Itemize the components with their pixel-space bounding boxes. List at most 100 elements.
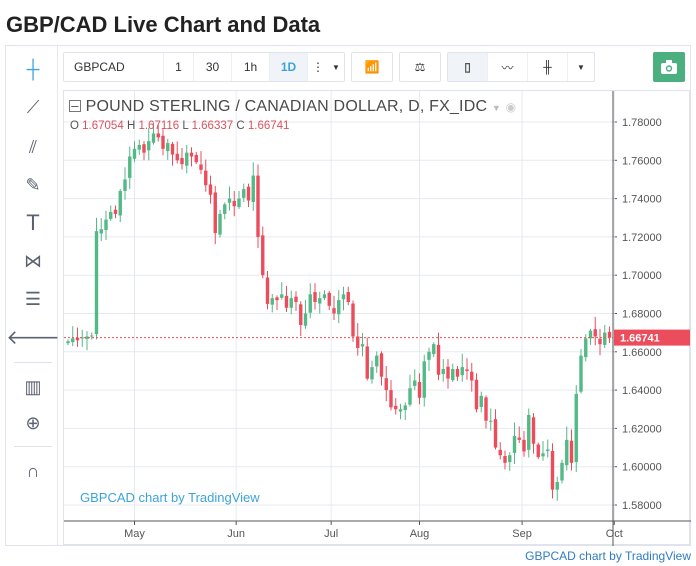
indicators-icon[interactable]: ▥ [24,376,42,397]
low-value: 1.66337 [191,120,234,132]
screenshot-button[interactable] [653,52,685,82]
trend-line-icon[interactable]: ⟋ [26,96,40,117]
settings-icon[interactable]: ◉ [505,100,517,114]
candle-body [360,344,365,347]
x-tick-label: Oct [606,528,623,540]
candle-body [498,449,502,456]
candle-body [337,300,341,315]
watermark-link[interactable]: GBPCAD chart by TradingView [80,490,260,505]
close-label: C [236,120,245,132]
candle-body [489,420,493,422]
x-tick-label: Jun [227,528,245,540]
candle-body [465,369,469,371]
candle-body [422,361,426,398]
candle-body [104,219,108,231]
candle-body [270,298,274,305]
candle-body [417,382,422,398]
interval-menu-button[interactable]: ⋮ ▼ [308,53,344,81]
area-chart-icon: 〰 [501,60,514,75]
candle-body [398,409,403,412]
candle-body [251,175,255,203]
pattern-icon[interactable]: ⋈ [24,250,42,271]
candle-body [185,152,189,166]
y-tick-label: 1.58000 [622,500,662,512]
candle-body [517,437,521,440]
candle-body [346,292,350,303]
candle-body [289,298,293,308]
candle-body [118,190,122,216]
divider [14,362,52,363]
bars-button[interactable]: ╫ [528,53,568,81]
magnet-icon[interactable]: ∩ [26,460,40,481]
candle-body [299,304,303,325]
candle-body [94,231,99,334]
candle-body [199,164,203,170]
compare-button[interactable]: ⚖ [400,53,440,81]
candle-body [71,338,75,343]
candle-body [593,329,597,337]
candle-body [365,346,369,379]
interval-1d[interactable]: 1D [270,53,308,81]
candle-body [541,453,545,457]
candle-body [318,298,322,304]
high-label: H [126,120,136,132]
candle-body [156,133,160,138]
candle-body [75,337,80,341]
x-tick-label: Aug [410,528,430,540]
candle-body [394,405,398,410]
candle-body [432,344,436,355]
candle-body [308,294,312,313]
candle-body [265,277,270,304]
candle-body [113,209,118,214]
fib-icon[interactable]: ☰ [24,288,42,309]
candle-body [607,331,612,338]
candle-body [332,308,336,314]
interval-1h[interactable]: 1h [232,53,270,81]
x-tick-label: Jul [324,528,338,540]
candle-body [147,141,151,151]
x-tick-label: May [124,528,145,540]
y-tick-label: 1.62000 [622,423,662,435]
candle-body [403,405,407,411]
candle-body [275,297,279,301]
candles-button[interactable]: ▯ [448,53,488,81]
symbol-input[interactable]: GBPCAD [64,53,164,81]
collapse-icon[interactable]: – [69,99,81,112]
last-price-badge [614,329,690,346]
candle-body [470,371,474,381]
area-button[interactable]: 〰 [488,53,528,81]
chart-type-menu-button[interactable]: ▼ [568,53,594,81]
indicators-button[interactable]: 📶 [352,53,392,81]
back-arrow-icon[interactable]: 🡐 [6,326,60,349]
candle-body [170,143,175,155]
candle-body [132,148,137,159]
footer-link[interactable]: GBPCAD chart by TradingView [525,549,691,563]
candle-body [166,143,170,152]
y-tick-label: 1.66000 [622,347,662,359]
y-tick-label: 1.68000 [622,309,662,321]
interval-30[interactable]: 30 [194,53,232,81]
candle-body [80,337,84,339]
interval-1[interactable]: 1 [164,53,194,81]
chart-pane[interactable]: 1.58000 1.60000 1.62000 1.64000 1.66000 1.680… [63,90,691,546]
candle-body [322,294,327,299]
brush-icon[interactable]: ✎ [25,174,41,195]
chevron-down-icon: ▼ [332,62,340,72]
price-chart[interactable]: 1.58000 1.60000 1.62000 1.64000 1.66000 1.680… [64,91,691,546]
chevron-down-icon[interactable]: ▼ [491,103,501,113]
pitchfork-icon[interactable]: ⫽ [28,136,38,157]
y-tick-label: 1.70000 [622,270,662,282]
candle-body [389,390,393,408]
y-tick-label: 1.74000 [622,194,662,206]
candle-body [232,200,236,207]
candle-body [569,440,574,463]
candle-body [384,378,388,391]
text-icon[interactable]: T [26,210,40,235]
ohlc-values: O 1.67054 H 1.67116 L 1.66337 C 1.66741 [70,120,289,132]
candle-body [341,294,346,300]
crosshair-icon[interactable]: ┼ [26,58,40,79]
candle-body [218,213,222,235]
zoom-in-icon[interactable]: ⊕ [25,412,41,433]
candle-body [527,414,531,450]
series-legend: – POUND STERLING / CANADIAN DOLLAR, D, F… [69,98,516,116]
